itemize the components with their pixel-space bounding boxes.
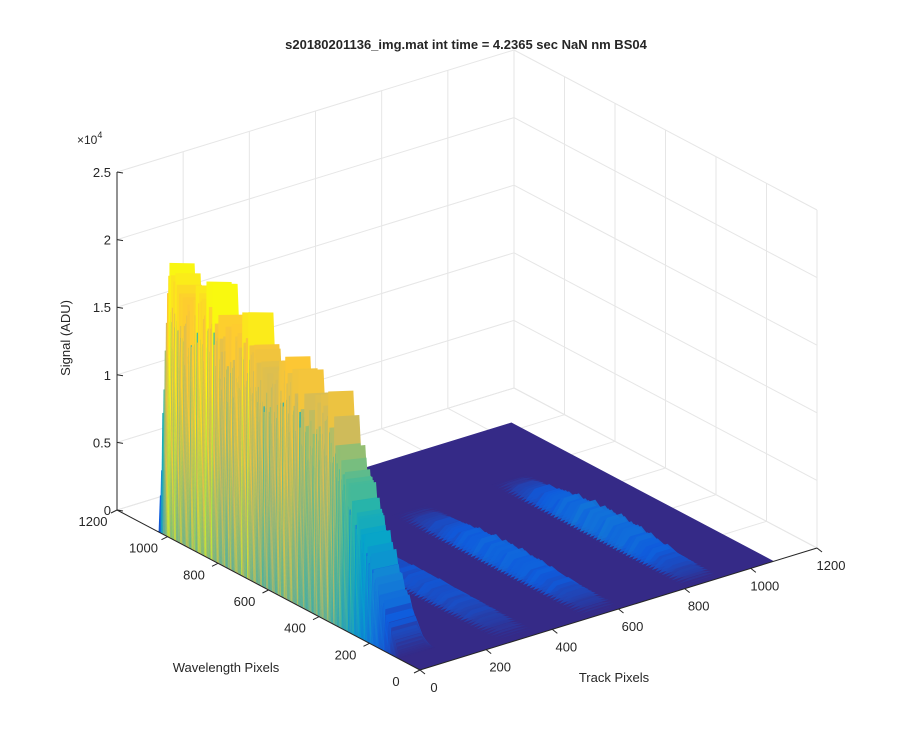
x-tick-mark <box>816 547 823 553</box>
x-tick-label: 1200 <box>817 558 846 573</box>
y-axis-label: Wavelength Pixels <box>173 660 280 675</box>
x-tick-mark <box>618 608 624 614</box>
z-tick-label: 2 <box>104 233 111 248</box>
surface-strip <box>585 606 622 618</box>
y-tick-label: 200 <box>335 647 357 662</box>
surface-strip <box>494 475 531 487</box>
y-tick-label: 1200 <box>79 514 108 529</box>
z-tick-label: 1.5 <box>93 300 111 315</box>
side-grid-z <box>513 387 818 549</box>
x-tick-label: 800 <box>688 599 710 614</box>
surface-strip <box>681 574 718 586</box>
axis-lines <box>110 171 823 675</box>
z-tick-label: 0 <box>104 503 111 518</box>
z-tick-mark <box>116 509 124 512</box>
surface-strip <box>582 604 619 617</box>
surface-strip <box>500 479 538 491</box>
z-exponent: ×104 <box>77 130 102 147</box>
z-tick-label: 0.5 <box>93 435 111 450</box>
z-tick-label: 2.5 <box>93 165 111 180</box>
surface-strip <box>479 619 517 632</box>
surface-strip <box>678 572 715 584</box>
y-tick-mark <box>110 509 118 514</box>
x-tick-label: 0 <box>430 680 437 695</box>
y-tick-label: 800 <box>183 567 205 582</box>
tick-labels: 0200400600800100012000200400600800100012… <box>79 165 846 695</box>
surface-strip <box>398 507 435 519</box>
surface-strip <box>395 506 432 518</box>
x-tick-mark <box>684 588 690 594</box>
z-exponent-base: ×10 <box>77 133 98 147</box>
surface-strip <box>572 599 609 611</box>
x-tick-mark <box>750 567 757 573</box>
surface-track <box>491 473 722 588</box>
surface-strip <box>496 628 533 640</box>
side-grid-z <box>513 319 818 481</box>
x-tick-label: 400 <box>555 639 577 654</box>
surface-strip <box>491 473 528 486</box>
surface-strip <box>671 568 708 581</box>
z-tick-mark <box>116 374 124 377</box>
z-tick-mark <box>116 441 124 444</box>
back-grid-z <box>116 117 515 241</box>
chart-title: s20180201136_img.mat int time = 4.2365 s… <box>285 37 647 52</box>
surface-track-main <box>158 262 435 659</box>
surface-strip <box>486 623 523 635</box>
side-grid-z <box>513 184 818 346</box>
surface-plot <box>157 262 774 670</box>
z-tick-mark <box>116 306 124 309</box>
y-tick-label: 0 <box>392 674 399 689</box>
side-grid-z <box>513 117 818 279</box>
x-tick-label: 600 <box>622 619 644 634</box>
z-exponent-power: 4 <box>97 130 102 140</box>
surface-strip <box>492 626 530 639</box>
x-tick-label: 1000 <box>750 578 779 593</box>
x-axis-label: Track Pixels <box>579 670 650 685</box>
y-tick-label: 600 <box>234 594 256 609</box>
back-grid-z <box>116 49 515 173</box>
y-tick-label: 1000 <box>129 541 158 556</box>
surface-strip <box>497 477 534 489</box>
side-grid-z <box>513 252 818 414</box>
z-tick-mark <box>116 239 124 242</box>
y-tick-mark <box>262 589 269 594</box>
side-grid-z <box>513 49 818 211</box>
surface-strip <box>489 625 526 637</box>
surface-strip <box>674 570 712 583</box>
y-tick-mark <box>363 642 370 647</box>
z-axis-label: Signal (ADU) <box>58 300 73 376</box>
x-tick-label: 200 <box>489 660 511 675</box>
y-tick-mark <box>211 562 219 567</box>
y-tick-mark <box>413 669 421 674</box>
surface-strip <box>399 647 435 659</box>
x-tick-mark <box>419 669 426 675</box>
surface-track <box>391 504 622 618</box>
surface-strip <box>684 576 722 588</box>
surface-strip <box>499 630 536 642</box>
y-tick-label: 400 <box>284 621 306 636</box>
surface-strip <box>391 504 429 516</box>
z-tick-mark <box>116 171 124 174</box>
x-tick-mark <box>552 628 558 634</box>
y-tick-mark <box>161 536 168 541</box>
z-tick-label: 1 <box>104 368 111 383</box>
y-tick-mark <box>312 616 320 621</box>
surface-strip <box>502 632 540 644</box>
svg-text:×104: ×104 <box>77 130 102 147</box>
x-tick-mark <box>485 649 492 655</box>
surface-strip <box>578 603 616 615</box>
surface-strip <box>575 601 612 613</box>
